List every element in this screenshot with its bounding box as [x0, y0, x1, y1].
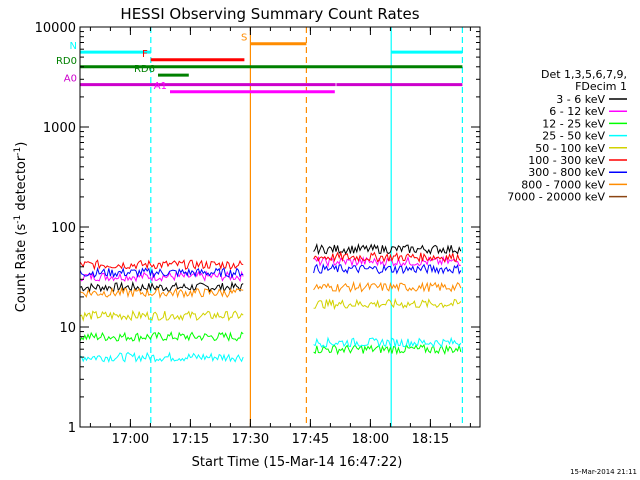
series-line — [313, 343, 462, 356]
legend-entry-label: 50 - 100 keV — [535, 142, 605, 155]
y-tick-label: 1 — [68, 421, 76, 436]
x-tick-label: 17:30 — [232, 432, 269, 447]
series-line — [313, 297, 462, 311]
legend-entry-label: 7000 - 20000 keV — [507, 191, 605, 204]
flag-label: F — [142, 49, 148, 60]
legend-entry-label: 800 - 7000 keV — [521, 178, 605, 191]
x-tick-label: 17:00 — [112, 432, 149, 447]
series-line — [79, 309, 244, 322]
y-tick-label: 1000 — [43, 121, 76, 136]
series-line — [79, 351, 244, 364]
y-tick-label: 100 — [51, 221, 76, 236]
x-tick-label: 17:45 — [292, 432, 329, 447]
x-tick-label: 18:15 — [412, 432, 449, 447]
y-tick-label: 10 — [59, 321, 76, 336]
series-line — [79, 270, 244, 283]
series-line — [313, 242, 462, 256]
legend-entry-label: 100 - 300 keV — [528, 154, 605, 167]
legend-entry-label: 12 - 25 keV — [542, 117, 605, 130]
x-tick-label: 17:15 — [172, 432, 209, 447]
chart-title: HESSI Observing Summary Count Rates — [120, 5, 419, 23]
series-line — [313, 250, 462, 263]
legend-entry-label: 300 - 800 keV — [528, 166, 605, 179]
series-line — [79, 286, 244, 299]
legend-header: Det 1,3,5,6,7,9, — [541, 68, 627, 81]
plot-content: N S F RD0 RD6 A0 A1 — [56, 27, 463, 427]
legend-entry-label: 25 - 50 keV — [542, 130, 605, 143]
series-line — [79, 259, 244, 271]
series-line — [313, 336, 462, 349]
series-line — [313, 263, 462, 275]
flag-label: A0 — [64, 74, 77, 85]
flag-label: RD6 — [134, 64, 155, 75]
legend-entry-label: 6 - 12 keV — [549, 105, 605, 118]
y-axis-label: Count Rate (s-1 detector-1) — [13, 142, 29, 313]
flag-label: RD0 — [56, 56, 77, 67]
y-tick-label: 10000 — [35, 21, 76, 36]
series-line — [79, 266, 244, 279]
axes: 17:00 17:15 17:30 17:45 18:00 18:15 1 10 100 1000… — [35, 21, 480, 447]
series-line — [79, 331, 244, 343]
flag-label: A1 — [154, 81, 167, 92]
series-line — [79, 280, 244, 294]
x-tick-label: 18:00 — [352, 432, 389, 447]
flag-label: N — [70, 41, 77, 52]
legend-entry-label: 3 - 6 keV — [556, 93, 605, 106]
series-line — [313, 280, 462, 293]
legend-header: FDecim 1 — [575, 80, 627, 93]
x-axis-label: Start Time (15-Mar-14 16:47:22) — [192, 455, 403, 470]
flag-label: S — [241, 33, 247, 44]
footer-date: 15-Mar-2014 21:11 — [570, 468, 637, 476]
